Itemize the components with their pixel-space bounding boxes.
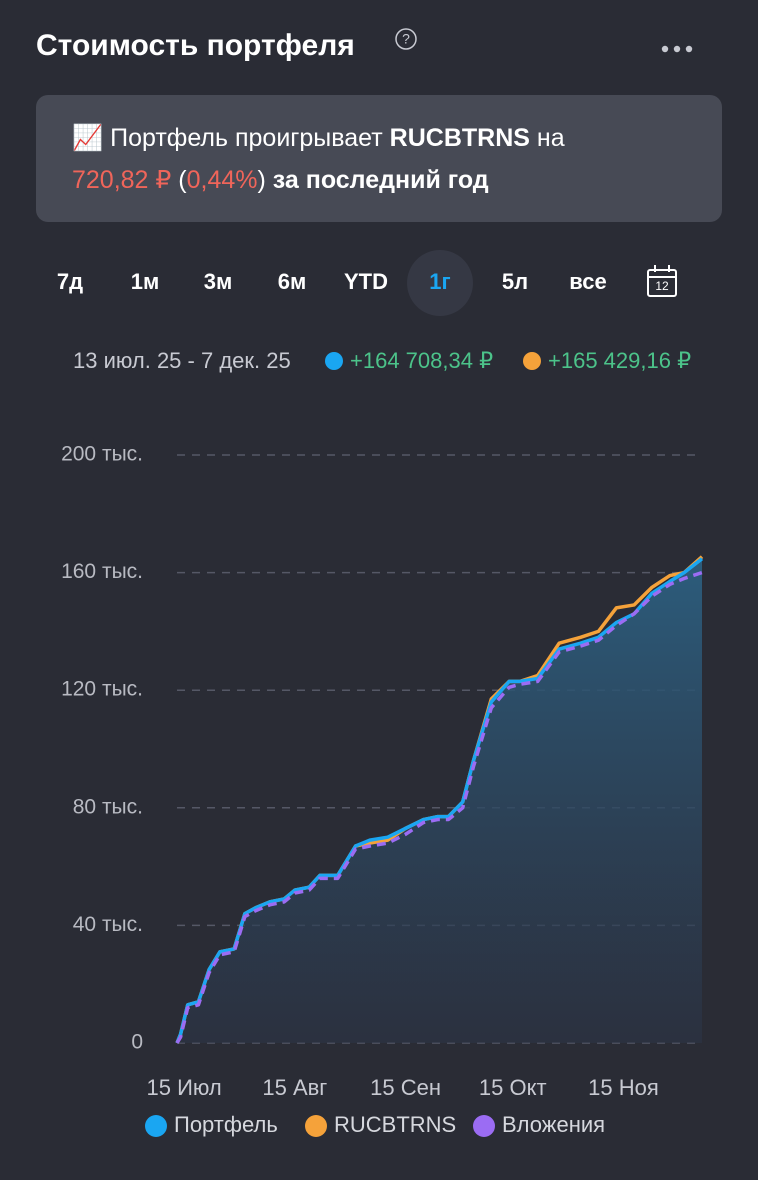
title: Стоимость портфеля bbox=[36, 29, 355, 62]
chart: 0 40 тыс. 80 тыс. 120 тыс. 160 тыс. 200 тыс. 1… bbox=[61, 443, 704, 1137]
tab[interactable]: 1м bbox=[131, 269, 160, 294]
series-line bbox=[175, 570, 703, 1044]
calendar-day: 12 bbox=[655, 279, 669, 293]
x-tick-label: 15 Ноя bbox=[588, 1075, 659, 1100]
tab[interactable]: 5л bbox=[502, 269, 528, 294]
date-range: 13 июл. 25 - 7 дек. 25 bbox=[73, 348, 291, 373]
legend-marker[interactable] bbox=[473, 1115, 495, 1137]
banner-text: Портфель проигрывает bbox=[110, 124, 383, 152]
x-tick-label: 15 Окт bbox=[479, 1075, 547, 1100]
y-tick-label: 160 тыс. bbox=[61, 560, 143, 583]
x-tick-label: 15 Июл bbox=[147, 1075, 222, 1100]
tab[interactable]: 6м bbox=[278, 269, 307, 294]
tab[interactable]: 3м bbox=[204, 269, 233, 294]
tab-highlight bbox=[407, 250, 473, 316]
paren: ) bbox=[258, 166, 266, 194]
calendar-button[interactable]: 12 bbox=[647, 265, 677, 297]
paren: ( bbox=[178, 166, 187, 194]
tabs: 7д 1м 3м 6м YTD 1г 5л все bbox=[57, 250, 607, 316]
banner-line2: 720,82 ₽ (0,44%) за последний год bbox=[72, 166, 489, 194]
banner-line1: 📈 Портфель проигрывает RUCBTRNS на bbox=[72, 123, 565, 152]
legend-marker[interactable] bbox=[305, 1115, 327, 1137]
legend-label[interactable]: RUCBTRNS bbox=[334, 1112, 456, 1137]
y-tick-label: 40 тыс. bbox=[73, 913, 143, 936]
percent: 0,44% bbox=[187, 166, 258, 194]
y-tick-label: 120 тыс. bbox=[61, 678, 143, 701]
tab[interactable]: 7д bbox=[57, 269, 83, 294]
x-tick-label: 15 Сен bbox=[370, 1075, 441, 1100]
ticker: RUCBTRNS bbox=[390, 124, 530, 152]
legend-label[interactable]: Портфель bbox=[174, 1112, 278, 1137]
tab[interactable]: все bbox=[569, 269, 606, 294]
tab[interactable]: YTD bbox=[344, 269, 388, 294]
banner-text: за последний год bbox=[273, 166, 489, 194]
help-icon[interactable] bbox=[395, 28, 417, 50]
banner bbox=[36, 95, 722, 222]
benchmark-change: +165 429,16 ₽ bbox=[548, 348, 691, 373]
amount: 720,82 ₽ bbox=[72, 166, 171, 194]
portfolio-change: +164 708,34 ₽ bbox=[350, 348, 493, 373]
help-glyph: ? bbox=[402, 31, 410, 47]
benchmark-dot bbox=[523, 352, 541, 370]
legend-marker[interactable] bbox=[145, 1115, 167, 1137]
more-menu[interactable] bbox=[661, 45, 693, 53]
legend-label[interactable]: Вложения bbox=[502, 1112, 605, 1137]
y-tick-label: 80 тыс. bbox=[73, 795, 143, 818]
tab[interactable]: 1г bbox=[429, 269, 450, 294]
y-tick-label: 200 тыс. bbox=[61, 443, 143, 466]
area bbox=[177, 558, 702, 1043]
banner-text: на bbox=[537, 124, 565, 152]
emoji: 📈 bbox=[72, 123, 103, 152]
portfolio-dot bbox=[325, 352, 343, 370]
y-tick-label: 0 bbox=[131, 1031, 143, 1054]
x-tick-label: 15 Авг bbox=[262, 1075, 327, 1100]
